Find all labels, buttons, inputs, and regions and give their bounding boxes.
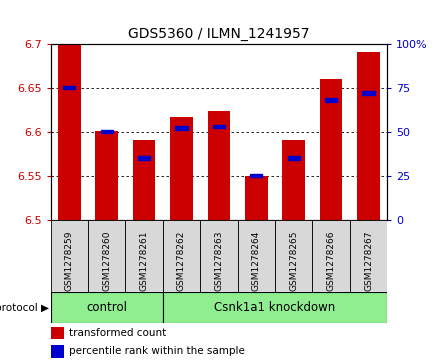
Text: GSM1278259: GSM1278259 <box>65 231 74 291</box>
Title: GDS5360 / ILMN_1241957: GDS5360 / ILMN_1241957 <box>128 27 310 41</box>
Bar <box>325 98 337 102</box>
Bar <box>163 292 387 323</box>
Bar <box>170 117 193 220</box>
Bar <box>51 327 64 339</box>
Text: GSM1278263: GSM1278263 <box>214 231 224 291</box>
Bar <box>100 130 113 133</box>
Bar <box>357 52 380 220</box>
Text: GSM1278266: GSM1278266 <box>326 231 336 291</box>
Bar <box>51 345 64 358</box>
Bar <box>282 140 305 220</box>
Bar <box>320 79 342 220</box>
Text: GSM1278261: GSM1278261 <box>139 231 149 291</box>
Bar <box>133 140 155 220</box>
Text: GSM1278267: GSM1278267 <box>364 231 373 291</box>
Text: control: control <box>86 301 127 314</box>
Bar <box>213 125 225 128</box>
Bar <box>287 156 300 160</box>
Bar <box>238 220 275 292</box>
Text: GSM1278262: GSM1278262 <box>177 231 186 291</box>
Bar <box>95 131 118 220</box>
Bar <box>51 220 88 292</box>
Bar <box>350 220 387 292</box>
Bar <box>58 44 81 220</box>
Bar <box>245 176 268 220</box>
Text: percentile rank within the sample: percentile rank within the sample <box>69 346 245 356</box>
Text: protocol ▶: protocol ▶ <box>0 303 49 313</box>
Text: transformed count: transformed count <box>69 328 166 338</box>
Bar <box>51 292 163 323</box>
Bar <box>175 126 188 130</box>
Bar <box>250 174 263 178</box>
Bar <box>125 220 163 292</box>
Bar <box>208 111 230 220</box>
Bar <box>163 220 200 292</box>
Text: GSM1278260: GSM1278260 <box>102 231 111 291</box>
Text: GSM1278264: GSM1278264 <box>252 231 261 291</box>
Text: Csnk1a1 knockdown: Csnk1a1 knockdown <box>214 301 336 314</box>
Bar <box>275 220 312 292</box>
Bar <box>138 156 150 160</box>
Bar <box>200 220 238 292</box>
Bar <box>88 220 125 292</box>
Bar <box>312 220 350 292</box>
Bar <box>362 91 375 95</box>
Text: GSM1278265: GSM1278265 <box>289 231 298 291</box>
Bar <box>63 86 76 89</box>
